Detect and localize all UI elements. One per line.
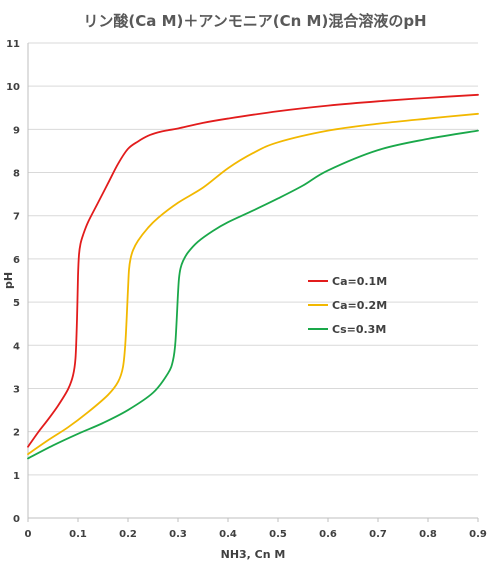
axes [27,43,479,522]
legend-label: Ca=0.1M [332,275,387,288]
x-tick-label: 0.1 [69,529,87,540]
x-tick-label: 0.4 [219,529,237,540]
x-tick-label: 0.6 [319,529,337,540]
y-tick-label: 11 [6,39,20,50]
x-tick-labels: 0 0.1 0.2 0.3 0.4 0.5 0.6 0.7 0.8 0.9 [25,529,487,540]
x-tick-label: 0.7 [369,529,387,540]
y-tick-label: 8 [13,169,20,180]
x-tick-label: 0.3 [169,529,187,540]
y-tick-label: 4 [13,341,20,352]
legend: Ca=0.1M Ca=0.2M Cs=0.3M [308,275,387,336]
y-tick-label: 10 [6,82,20,93]
series-lines [27,93,479,460]
x-tick-label: 0.5 [269,529,287,540]
x-tick-label: 0.9 [469,529,487,540]
x-tick-label: 0 [25,529,32,540]
y-tick-label: 5 [13,298,20,309]
series-line-3 [27,129,479,460]
x-tick-label: 0.2 [119,529,137,540]
x-axis-label: NH3, Cn M [221,548,286,561]
series-line-2 [27,112,479,455]
y-tick-label: 1 [13,471,20,482]
y-tick-labels: 0 1 2 3 4 5 6 7 8 9 10 11 [6,39,20,525]
y-tick-label: 0 [13,514,20,525]
x-tick-label: 0.8 [419,529,437,540]
y-tick-label: 2 [13,428,20,439]
y-tick-label: 3 [13,384,20,395]
legend-label: Ca=0.2M [332,299,387,312]
y-tick-label: 7 [13,212,20,223]
grid-lines [28,42,478,476]
chart-title: リン酸(Ca M)＋アンモニア(Cn M)混合溶液のpH [83,12,426,30]
y-tick-label: 6 [13,255,20,266]
y-tick-label: 9 [13,125,20,136]
y-axis-label: pH [2,272,15,289]
series-line-1 [27,93,479,448]
legend-label: Cs=0.3M [332,323,386,336]
